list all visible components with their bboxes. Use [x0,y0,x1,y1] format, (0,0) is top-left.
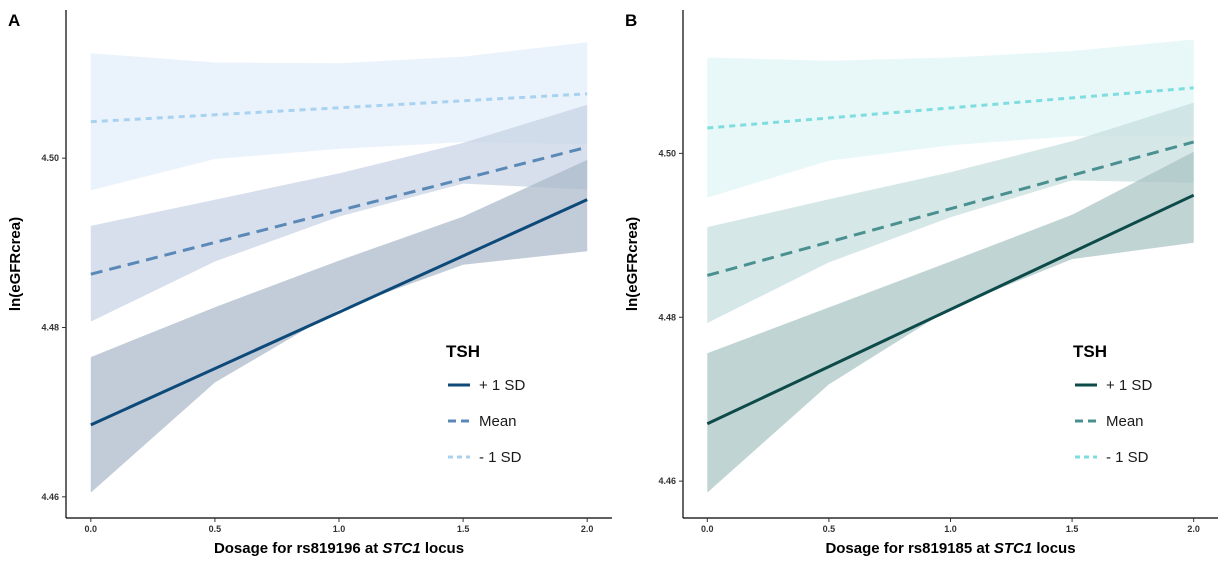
x-axis-title-gene: STC1 [994,540,1032,557]
x-axis-title-part: Dosage for rs819196 at [214,540,382,557]
panel-label: A [8,11,20,30]
y-tick-label: 4.50 [658,148,676,158]
x-axis-title: Dosage for rs819196 at STC1 locus [214,540,464,557]
x-tick-label: 0.5 [209,524,222,534]
chart-panel-a: 0.0 0.5 1.0 1.5 2.0 4.46 4.48 4.50 Aln(eGFRcrea)… [7,10,612,557]
legend-label: + 1 SD [1106,377,1152,394]
confidence-band-1-sd [707,151,1194,493]
confidence-band-mean [707,102,1194,323]
y-tick-label: 4.46 [41,492,59,502]
legend-label: Mean [479,413,517,430]
x-tick-label: 1.0 [944,524,957,534]
x-tick-label: 0.0 [85,524,98,534]
y-tick-label: 4.48 [41,323,59,333]
legend-label: - 1 SD [479,449,522,466]
x-tick-label: 0.5 [823,524,836,534]
series-line-1-sd [707,86,1194,130]
legend: TSH + 1 SD Mean - 1 SD [1073,342,1152,466]
x-tick-label: 2.0 [581,524,594,534]
panel-label: B [625,11,637,30]
x-tick-label: 1.0 [333,524,346,534]
x-axis-title-part: locus [1032,540,1075,557]
series-line-1-sd [90,92,588,124]
series-line-1-sd [90,198,588,427]
chart-panel-b: 0.0 0.5 1.0 1.5 2.0 4.46 4.48 4.50 Bln(eGFRcrea)… [624,10,1218,557]
legend: TSH + 1 SD Mean - 1 SD [446,342,525,466]
x-tick-label: 2.0 [1187,524,1200,534]
y-tick-label: 4.46 [658,476,676,486]
confidence-band-1-sd [90,42,588,191]
y-axis-title: ln(eGFRcrea) [7,217,24,311]
series-line-1-sd [706,193,1195,426]
legend-label: Mean [1106,413,1144,430]
legend-title: TSH [1073,342,1107,361]
y-tick-label: 4.48 [658,312,676,322]
legend-label: - 1 SD [1106,449,1149,466]
x-axis-title-part: locus [421,540,464,557]
y-tick-label: 4.50 [41,153,59,163]
x-tick-label: 0.0 [701,524,714,534]
x-tick-label: 1.5 [1066,524,1079,534]
x-tick-label: 1.5 [457,524,470,534]
legend-title: TSH [446,342,480,361]
legend-label: + 1 SD [479,377,525,394]
x-axis-title-gene: STC1 [382,540,420,557]
x-axis-title-part: Dosage for rs819185 at [825,540,993,557]
confidence-band-mean [90,104,588,322]
series-line-mean [706,140,1195,277]
confidence-band-1-sd [707,39,1194,198]
confidence-band-1-sd [90,159,588,493]
y-axis-title: ln(eGFRcrea) [624,217,641,311]
x-axis-title: Dosage for rs819185 at STC1 locus [825,540,1075,557]
series-line-mean [90,145,588,276]
